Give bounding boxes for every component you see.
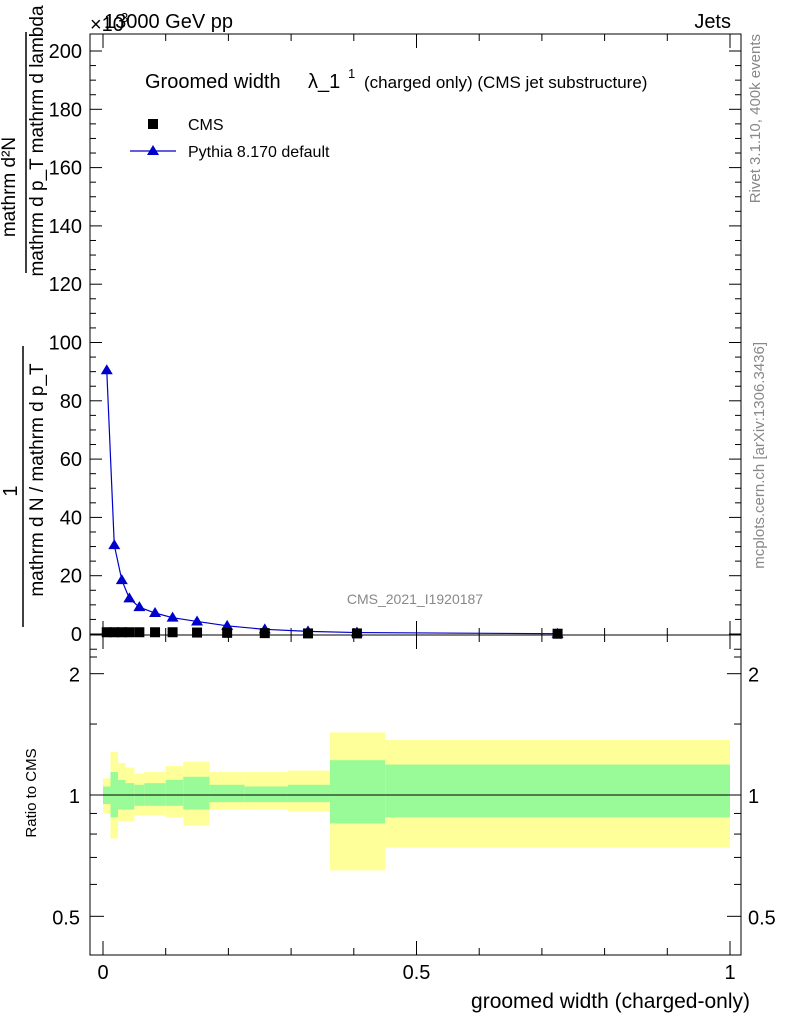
legend-pythia-marker	[147, 145, 159, 155]
cms-point-4	[134, 627, 145, 638]
exponent-power: 3	[121, 10, 128, 25]
title-sup: 1	[348, 66, 355, 81]
x-axis-ticks: 0 0.5 1	[97, 34, 736, 984]
main-ytick-label-5: 100	[49, 333, 82, 355]
ratio-ytick-label-left-2: 2	[69, 665, 80, 687]
cms-point-10	[303, 628, 314, 639]
cms-point-8	[222, 627, 233, 638]
ratio-bands	[103, 732, 730, 871]
title-lambda: λ_1	[308, 71, 340, 93]
ratio-stat-band-9	[244, 786, 288, 803]
ylabel-numerator-bottom: mathrm d p_T mathrm d lambda	[27, 5, 48, 276]
main-ytick-label-9: 180	[49, 99, 82, 121]
main-ytick-label-8: 160	[49, 158, 82, 180]
main-axis-ticks: 0 20 40 60 80 100 120 140 160 180 200	[49, 41, 741, 646]
chart-title: Groomed width λ_1 1 (charged only) (CMS …	[145, 66, 647, 93]
analysis-watermark: CMS_2021_I1920187	[347, 591, 483, 607]
xtick-label-0: 0	[97, 962, 108, 984]
main-ytick-label-0: 0	[71, 624, 82, 646]
xtick-label-2: 1	[724, 962, 735, 984]
pythia-point-6	[166, 611, 179, 622]
series-layer	[100, 364, 564, 639]
pythia-line	[106, 370, 558, 635]
ratio-stat-band-6	[165, 779, 184, 806]
cms-point-0	[101, 627, 112, 638]
main-ytick-label-1: 20	[60, 566, 82, 588]
pythia-point-1	[108, 539, 121, 550]
pythia-point-2	[115, 574, 128, 585]
ratio-ytick-label-left-0: 0.5	[52, 907, 80, 929]
main-ytick-label-10: 200	[49, 41, 82, 63]
pythia-point-3	[123, 592, 136, 603]
pythia-point-4	[133, 601, 146, 612]
ratio-stat-band-8	[209, 784, 245, 803]
pythia-point-7	[191, 615, 204, 626]
ylabel-prefix: 1	[0, 485, 22, 496]
rivet-label: Rivet 3.1.10, 400k events	[747, 34, 764, 203]
pythia-point-8	[221, 619, 234, 630]
ratio-stat-band-11	[329, 760, 386, 824]
x-axis-label: groomed width (charged-only)	[471, 990, 750, 1013]
main-ytick-label-4: 80	[60, 391, 82, 413]
legend: CMS Pythia 8.170 default	[130, 117, 330, 161]
ylabel-numerator-top: mathrm d²N	[0, 137, 20, 237]
ratio-y-label: Ratio to CMS	[23, 748, 40, 837]
cms-point-5	[150, 627, 161, 638]
cms-point-9	[259, 628, 270, 639]
ratio-ytick-label-left-1: 1	[69, 786, 80, 808]
legend-pythia-label: Pythia 8.170 default	[188, 144, 330, 161]
cms-point-1	[109, 627, 120, 638]
ratio-ytick-label-right-1: 1	[748, 786, 759, 808]
cms-point-12	[552, 628, 563, 639]
pythia-point-5	[149, 607, 162, 618]
title-tail: (charged only) (CMS jet substructure)	[364, 73, 647, 92]
ratio-stat-band-7	[183, 776, 210, 810]
pythia-point-0	[100, 364, 113, 375]
ylabel-denominator: mathrm d N / mathrm d p_T	[27, 363, 48, 597]
ratio-stat-band-12	[385, 764, 730, 818]
ratio-stat-band-3	[125, 783, 135, 810]
cms-point-3	[124, 627, 135, 638]
cms-point-6	[167, 627, 178, 638]
main-y-label: mathrm d²N mathrm d p_T mathrm d lambda …	[0, 5, 48, 627]
title-main: Groomed width	[145, 71, 281, 93]
ratio-axis-ticks: 0.5 0.5 1 1 2 2	[52, 648, 776, 929]
ratio-ytick-label-right-0: 0.5	[748, 907, 776, 929]
cms-point-7	[192, 627, 203, 638]
energy-label: 13000 GeV pp	[104, 11, 233, 33]
ratio-ytick-label-right-2: 2	[748, 665, 759, 687]
legend-cms-marker	[148, 119, 158, 129]
mcplots-label: mcplots.cern.ch [arXiv:1306.3436]	[751, 342, 768, 569]
xtick-label-1: 0.5	[403, 962, 431, 984]
main-ytick-label-2: 40	[60, 507, 82, 529]
category-label: Jets	[694, 11, 731, 33]
main-ytick-label-7: 140	[49, 216, 82, 238]
main-ytick-label-6: 120	[49, 274, 82, 296]
main-ytick-label-3: 60	[60, 449, 82, 471]
ratio-stat-band-10	[287, 784, 330, 803]
cms-point-11	[351, 628, 362, 639]
cms-point-2	[116, 627, 127, 638]
legend-cms-label: CMS	[188, 117, 224, 134]
exponent-label: ×10	[90, 14, 124, 36]
ratio-stat-band-5	[144, 783, 166, 806]
